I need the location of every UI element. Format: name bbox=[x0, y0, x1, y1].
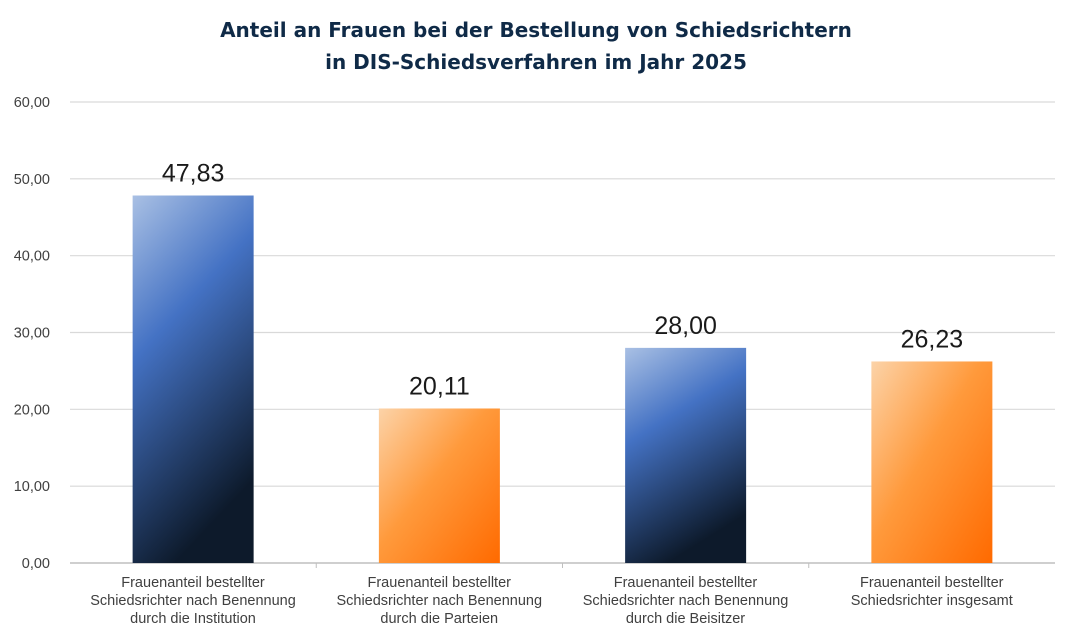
data-label: 28,00 bbox=[654, 312, 717, 340]
x-category-label: Frauenanteil bestellter Schiedsrichter na… bbox=[316, 574, 562, 628]
chart-title: Anteil an Frauen bei der Bestellung von … bbox=[0, 14, 1072, 78]
chart-title-line-2: in DIS-Schiedsverfahren im Jahr 2025 bbox=[325, 50, 747, 74]
x-category-label-line: durch die Institution bbox=[130, 611, 256, 627]
y-tick-label: 40,00 bbox=[14, 249, 50, 265]
y-tick-label: 50,00 bbox=[14, 172, 50, 188]
bar-3 bbox=[625, 347, 747, 563]
x-category-label-line: Frauenanteil bestellter bbox=[613, 575, 758, 591]
y-tick-label: 20,00 bbox=[14, 402, 50, 418]
data-label: 47,83 bbox=[162, 160, 225, 188]
x-category-label-line: Frauenanteil bestellter bbox=[367, 575, 511, 591]
x-category-label: Frauenanteil bestellter Schiedsrichter na… bbox=[563, 574, 809, 628]
x-category-label-line: durch die Parteien bbox=[380, 611, 499, 627]
y-tick-label: 60,00 bbox=[14, 95, 50, 111]
bar-4 bbox=[871, 361, 993, 563]
y-tick-label: 30,00 bbox=[14, 326, 50, 342]
bar-2 bbox=[378, 408, 500, 563]
y-tick-label: 0,00 bbox=[22, 556, 50, 572]
data-label: 26,23 bbox=[901, 325, 964, 353]
chart-title-line-1: Anteil an Frauen bei der Bestellung von … bbox=[220, 18, 852, 42]
y-tick-label: 10,00 bbox=[14, 479, 50, 495]
x-category-label-line: Schiedsrichter nach Benennung bbox=[90, 593, 296, 609]
x-category-label-line: Frauenanteil bestellter bbox=[121, 575, 265, 591]
bar-1 bbox=[132, 195, 254, 563]
data-label: 20,11 bbox=[409, 372, 470, 400]
x-category-label-line: Schiedsrichter nach Benennung bbox=[336, 593, 543, 609]
x-category-label-line: Schiedsrichter nach Benennung bbox=[582, 593, 789, 609]
x-category-label: Frauenanteil bestellter Schiedsrichter in… bbox=[809, 574, 1055, 610]
x-category-label: Frauenanteil bestellter Schiedsrichter na… bbox=[70, 574, 316, 628]
x-category-label-line: durch die Beisitzer bbox=[625, 611, 746, 627]
x-category-label-line: Frauenanteil bestellter bbox=[860, 575, 1004, 591]
x-category-label-line: Schiedsrichter insgesamt bbox=[850, 593, 1013, 609]
